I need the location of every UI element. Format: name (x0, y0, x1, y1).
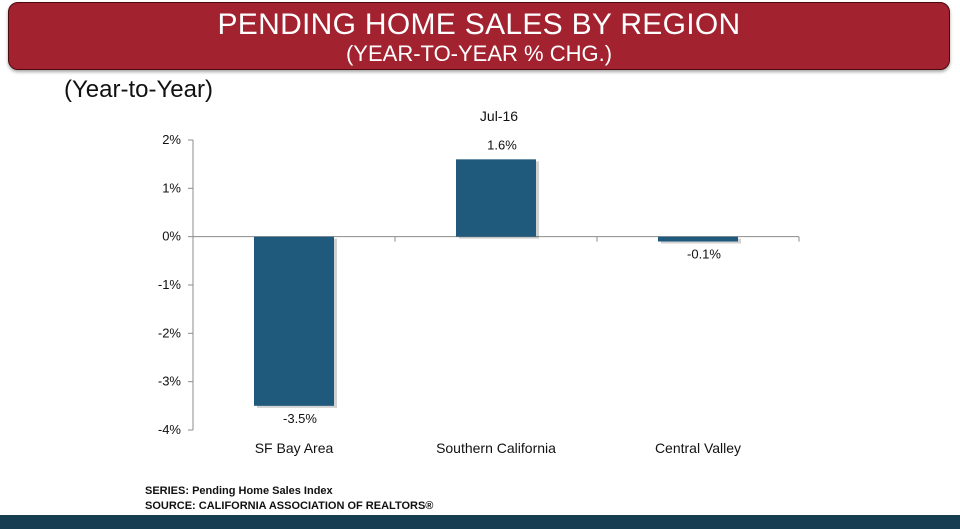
series-note: SERIES: Pending Home Sales Index (145, 485, 333, 497)
page-subtitle: (YEAR-TO-YEAR % CHG.) (345, 41, 613, 66)
bar-chart: Jul-16 2% 1% 0% -1% -2% -3% -4% -3.5% SF Bay Area… (158, 108, 800, 456)
bar (658, 236, 738, 242)
x-tick-label: Southern California (436, 440, 556, 456)
chart-title: Jul-16 (480, 108, 518, 124)
chart-subtitle: (Year-to-Year) (64, 76, 213, 103)
y-tick-label: 1% (162, 180, 181, 195)
data-label: 1.6% (487, 137, 517, 152)
page-title: PENDING HOME SALES BY REGION (217, 8, 741, 41)
x-tick-label: Central Valley (655, 440, 741, 456)
data-label: -0.1% (687, 247, 721, 262)
bar (456, 159, 536, 237)
source-note: SOURCE: CALIFORNIA ASSOCIATION OF REALTO… (145, 500, 434, 512)
y-tick-label: -4% (158, 422, 182, 437)
y-tick-label: -1% (158, 277, 182, 292)
data-label: -3.5% (283, 411, 317, 426)
title-banner: PENDING HOME SALES BY REGION (YEAR-TO-YE… (8, 2, 950, 70)
bar (254, 236, 334, 406)
y-tick-label: -3% (158, 374, 182, 389)
y-tick-label: -2% (158, 325, 182, 340)
bottom-bar (0, 515, 960, 529)
y-tick-label: 2% (162, 132, 181, 147)
y-tick-label: 0% (162, 229, 181, 244)
x-tick-label: SF Bay Area (255, 440, 334, 456)
